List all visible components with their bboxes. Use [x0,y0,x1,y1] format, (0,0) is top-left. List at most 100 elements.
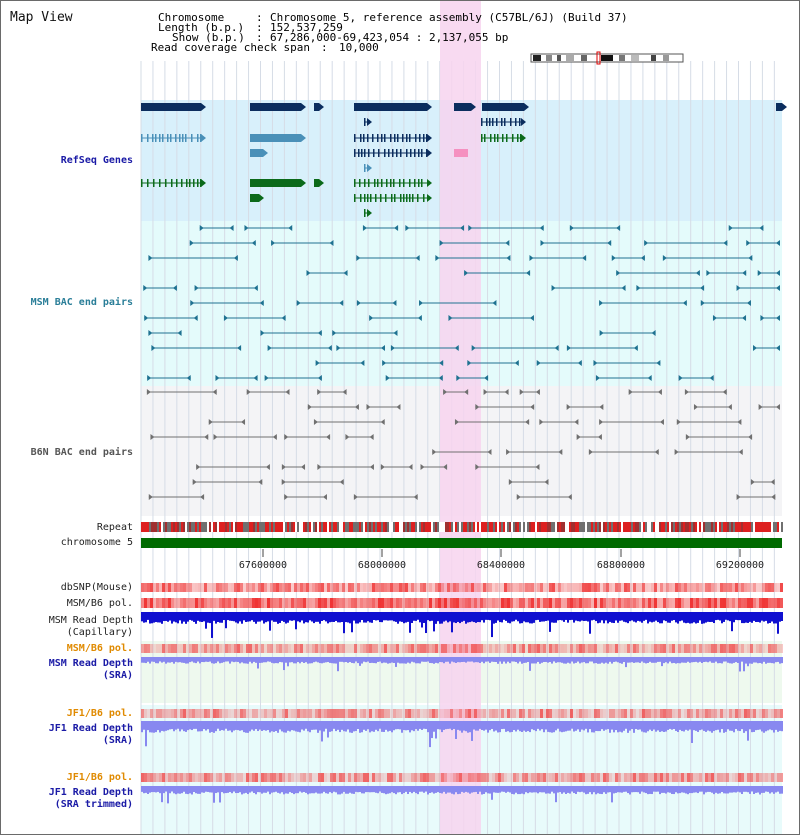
depth-bar [203,612,205,622]
heat-cell [210,583,213,592]
depth-bar [561,657,563,663]
heat-cell [477,598,480,608]
heat-cell [741,709,744,718]
repeat-segment [549,522,551,532]
depth-bar [243,786,245,794]
bac-end [554,345,559,351]
track-label-msm-bac[interactable]: MSM BAC end pairs [30,297,133,308]
repeat-segment [551,522,553,532]
heat-cell [168,583,171,592]
repeat-segment [515,522,517,532]
depth-bar [669,786,671,793]
depth-bar [715,786,717,793]
depth-bar [481,786,483,795]
depth-bar [279,612,281,623]
bac-end [593,360,598,366]
depth-bar [449,657,451,664]
repeat-segment [155,522,157,532]
depth-bar [615,612,617,621]
depth-bar [317,612,319,622]
depth-bar [581,657,583,663]
heat-cell [555,773,558,782]
depth-bar [259,612,261,622]
depth-bar [417,612,419,620]
heat-cell [702,644,705,653]
depth-bar [325,786,327,794]
depth-bar [631,657,633,663]
track-label-msm-depth-capillary[interactable]: MSM Read Depth [48,615,133,626]
depth-bar [399,786,401,793]
depth-bar [639,657,641,663]
depth-bar [255,657,257,663]
track-label-jf1-depth[interactable]: JF1 Read Depth [48,723,133,734]
depth-bar [287,721,289,731]
heat-cell [594,773,597,782]
heat-cell [183,644,186,653]
track-label-jf1-pol[interactable]: JF1/B6 pol. [66,708,133,719]
track-label-dbsnp[interactable]: dbSNP(Mouse) [60,582,133,593]
depth-bar [669,721,671,729]
repeat-segment [611,522,613,532]
depth-bar [383,612,385,621]
heat-cell [735,773,738,782]
depth-bar [291,721,293,731]
heat-cell [441,773,444,782]
track-label-jf1-pol-trimmed[interactable]: JF1/B6 pol. [66,772,133,783]
heat-cell [483,598,486,608]
heat-cell [345,583,348,592]
depth-bar [713,612,715,624]
heat-cell [756,644,759,653]
repeat-segment [375,522,377,532]
repeat-segment [261,522,263,532]
depth-bar [723,612,725,622]
depth-bar [301,657,303,662]
bac-end [229,225,234,231]
heat-cell [744,583,747,592]
track-label-msm-depth-sra[interactable]: MSM Read Depth [48,658,133,669]
heat-cell [573,644,576,653]
depth-bar [389,786,391,794]
track-label-msm-pol[interactable]: MSM/B6 pol. [66,598,133,609]
track-label-msm-pol-sra[interactable]: MSM/B6 pol. [66,643,133,654]
heat-cell [615,583,618,592]
heat-cell [435,709,438,718]
heat-cell [666,709,669,718]
track-label-b6n-bac[interactable]: B6N BAC end pairs [30,447,133,458]
depth-bar [223,786,225,794]
track-label-repeat[interactable]: Repeat [96,522,133,533]
depth-bar [357,721,359,730]
heat-cell [423,644,426,653]
depth-bar [615,721,617,731]
depth-bar [181,721,183,730]
depth-bar [153,786,155,793]
bac-end [723,240,728,246]
track-label-jf1-depth-trimmed[interactable]: JF1 Read Depth [48,787,133,798]
heat-cell [591,583,594,592]
exon [391,194,393,202]
depth-bar [339,786,341,795]
depth-bar [455,721,457,739]
repeat-segment [379,522,381,532]
repeat-segment [287,522,289,532]
depth-bar [645,612,647,620]
track-label-refseq[interactable]: RefSeq Genes [60,155,133,166]
depth-bar [611,786,613,803]
depth-bar [525,657,527,663]
repeat-segment [735,522,737,532]
heat-cell [285,709,288,718]
heat-cell [513,583,516,592]
exon [360,134,362,142]
heat-cell [186,709,189,718]
depth-bar [227,786,229,793]
bac-end [483,389,488,395]
repeat-segment [339,522,341,532]
depth-bar [625,786,627,792]
heat-cell [702,709,705,718]
heat-cell [480,583,483,592]
depth-bar [291,612,293,621]
depth-bar [507,657,509,662]
heat-cell [540,598,543,608]
depth-bar [739,657,741,672]
heat-cell [504,583,507,592]
